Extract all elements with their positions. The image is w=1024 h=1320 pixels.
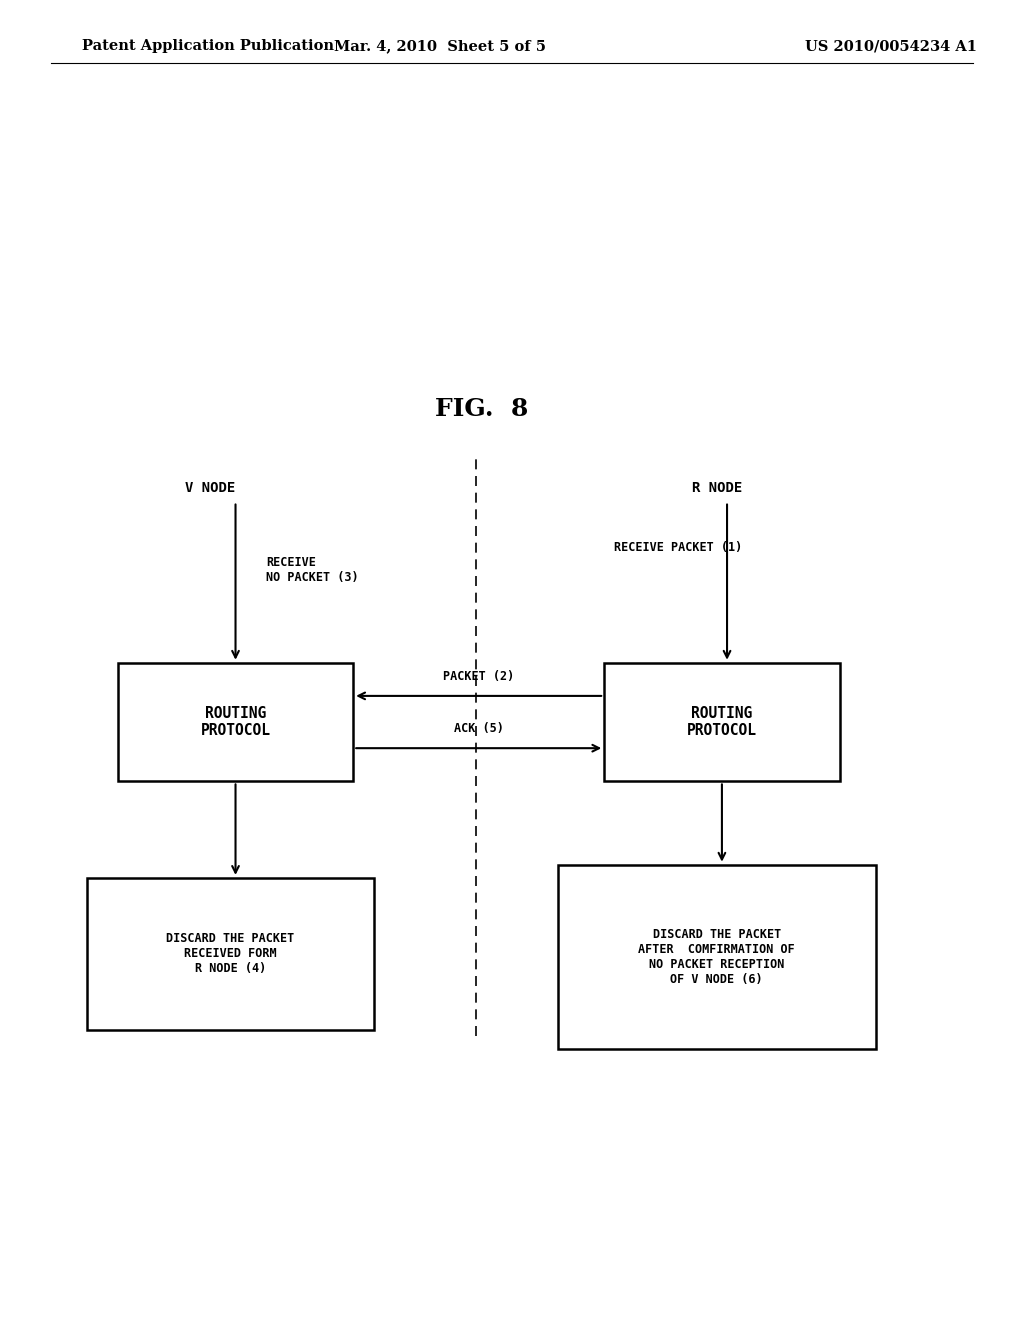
Text: ROUTING
PROTOCOL: ROUTING PROTOCOL bbox=[201, 706, 270, 738]
Text: RECEIVE PACKET (1): RECEIVE PACKET (1) bbox=[614, 541, 742, 554]
Text: R NODE: R NODE bbox=[691, 482, 742, 495]
Text: ACK (5): ACK (5) bbox=[454, 722, 504, 735]
Text: ROUTING
PROTOCOL: ROUTING PROTOCOL bbox=[687, 706, 757, 738]
Bar bbox=[558, 865, 876, 1049]
Text: DISCARD THE PACKET
AFTER  COMFIRMATION OF
NO PACKET RECEPTION
OF V NODE (6): DISCARD THE PACKET AFTER COMFIRMATION OF… bbox=[638, 928, 796, 986]
Text: FIG.  8: FIG. 8 bbox=[434, 397, 528, 421]
Bar bbox=[604, 663, 840, 781]
Text: US 2010/0054234 A1: US 2010/0054234 A1 bbox=[805, 40, 977, 53]
Text: RECEIVE
NO PACKET (3): RECEIVE NO PACKET (3) bbox=[266, 556, 358, 585]
Text: V NODE: V NODE bbox=[184, 482, 236, 495]
Text: PACKET (2): PACKET (2) bbox=[443, 669, 514, 682]
Bar bbox=[118, 663, 353, 781]
Text: DISCARD THE PACKET
RECEIVED FORM
R NODE (4): DISCARD THE PACKET RECEIVED FORM R NODE … bbox=[166, 932, 295, 975]
Text: Mar. 4, 2010  Sheet 5 of 5: Mar. 4, 2010 Sheet 5 of 5 bbox=[334, 40, 547, 53]
Bar bbox=[87, 878, 374, 1030]
Text: Patent Application Publication: Patent Application Publication bbox=[82, 40, 334, 53]
